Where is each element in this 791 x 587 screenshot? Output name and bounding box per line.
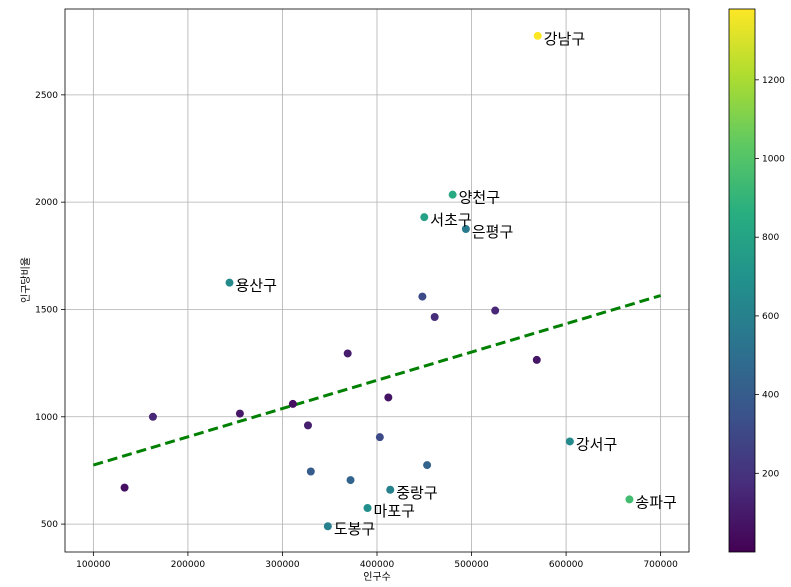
x-tick-label: 400000 [360, 560, 395, 570]
grid-lines [65, 9, 689, 552]
point-label: 양천구 [459, 189, 500, 207]
x-tick-label: 500000 [454, 560, 489, 570]
data-points [120, 31, 634, 531]
point-label: 서초구 [430, 211, 471, 229]
y-tick-label: 1000 [35, 413, 58, 423]
x-axis-label: 인구수 [363, 571, 391, 583]
colorbar-ticks: 200 400 600 800 1000 1200 [755, 76, 785, 479]
data-point [420, 213, 429, 222]
x-tick-label: 700000 [643, 560, 678, 570]
data-point [448, 190, 457, 199]
x-tick-label: 600000 [549, 560, 584, 570]
trendline-layer [92, 294, 662, 467]
point-label: 마포구 [374, 502, 415, 520]
data-point [323, 522, 332, 531]
axis-ticks: 100000 200000 300000 400000 500000 600000 7000… [35, 91, 678, 570]
data-point [306, 467, 315, 476]
point-label: 용산구 [236, 277, 277, 295]
data-point [384, 393, 393, 402]
y-axis-label: 인구당비율 [20, 257, 32, 303]
data-point [346, 476, 355, 485]
x-tick-label: 100000 [76, 560, 111, 570]
trendline [92, 294, 662, 467]
colorbar-tick-label: 200 [762, 469, 779, 479]
data-point [532, 355, 541, 364]
data-point [363, 504, 372, 513]
colorbar: 200 400 600 800 1000 1200 [728, 8, 785, 553]
data-point [225, 278, 234, 287]
point-label: 도봉구 [334, 520, 375, 538]
colorbar-tick-label: 800 [762, 233, 779, 243]
y-tick-label: 1500 [35, 305, 58, 315]
point-label: 강남구 [544, 30, 585, 48]
x-tick-label: 200000 [171, 560, 206, 570]
data-point [430, 312, 439, 321]
data-point [343, 349, 352, 358]
data-point [491, 306, 500, 315]
point-label: 송파구 [635, 493, 676, 511]
colorbar-tick-label: 1200 [762, 76, 785, 86]
data-point [386, 485, 395, 494]
y-tick-label: 500 [41, 520, 58, 530]
data-point [148, 412, 157, 421]
data-point [235, 409, 244, 418]
y-tick-label: 2500 [35, 91, 58, 101]
y-tick-label: 2000 [35, 198, 58, 208]
data-point [625, 495, 634, 504]
data-point [375, 433, 384, 442]
data-point [565, 437, 574, 446]
data-point [533, 31, 542, 40]
data-point [423, 461, 432, 470]
colorbar-gradient [728, 8, 756, 553]
data-point [120, 483, 129, 492]
point-label: 은평구 [472, 223, 513, 241]
data-point [288, 399, 297, 408]
colorbar-tick-label: 1000 [762, 155, 785, 165]
data-point [303, 421, 312, 430]
x-tick-label: 300000 [265, 560, 300, 570]
point-label: 중랑구 [396, 484, 437, 502]
data-point [418, 292, 427, 301]
colorbar-tick-label: 400 [762, 391, 779, 401]
colorbar-tick-label: 600 [762, 312, 779, 322]
point-label: 강서구 [576, 435, 617, 453]
data-point [461, 224, 470, 233]
